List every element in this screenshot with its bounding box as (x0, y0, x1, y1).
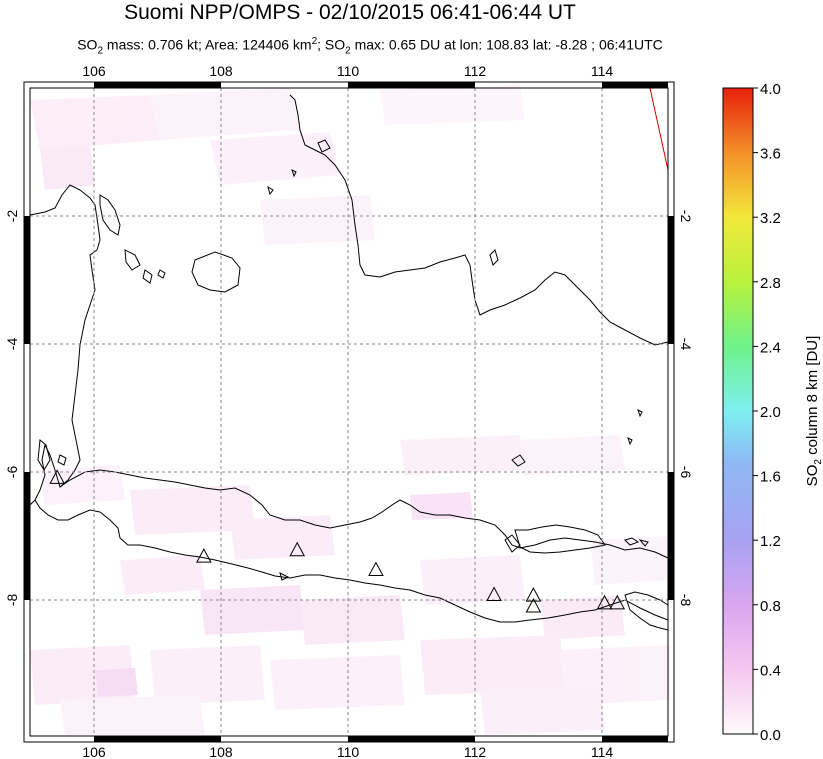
coastlines (29, 94, 669, 631)
volcano-icon (596, 594, 613, 610)
colorbar-tick-label: 3.2 (760, 210, 781, 227)
volcano-icon (289, 541, 306, 557)
boundary-line (649, 87, 669, 171)
lat-label-left: -6 (4, 466, 20, 479)
map-frame (23, 81, 675, 743)
colorbar-tick-label: 2.0 (760, 404, 781, 421)
colorbar-tick-label: 0.8 (760, 598, 781, 615)
lon-label-top: 114 (591, 63, 614, 79)
volcano-icon (609, 594, 626, 610)
volcano-icon (196, 548, 212, 563)
colorbar-tick-label: 1.6 (760, 469, 781, 486)
colorbar-tick-label: 0.0 (760, 727, 781, 744)
madura-coast (514, 524, 606, 554)
colorbar-tick-label: 1.2 (760, 533, 781, 550)
volcano-icon (368, 561, 384, 577)
map-subtitle: SO2 mass: 0.706 kt; Area: 124406 km2; SO… (77, 36, 663, 57)
colorbar-tick-label: 2.8 (760, 275, 781, 292)
colorbar-ticks (753, 87, 758, 735)
lon-label-bottom: 106 (82, 744, 106, 759)
volcano-markers (49, 469, 626, 613)
colorbar-tick-label: 2.4 (760, 339, 781, 356)
lon-label-top: 108 (209, 63, 233, 79)
belitung-coast (191, 251, 241, 293)
gridlines (30, 88, 668, 736)
lat-label-right: -8 (678, 594, 694, 607)
lat-label-right: -2 (678, 210, 694, 223)
lon-label-top: 110 (337, 63, 360, 79)
lat-label-left: -8 (4, 594, 20, 607)
lat-label-left: -4 (4, 338, 20, 351)
lon-label-bottom: 112 (464, 744, 487, 759)
colorbar (722, 87, 754, 735)
lat-label-left: -2 (4, 210, 20, 223)
bangka-coast (99, 194, 121, 236)
volcano-icon (525, 597, 542, 613)
lon-label-bottom: 108 (209, 744, 233, 759)
colorbar-tick-label: 0.4 (760, 662, 781, 679)
lat-label-right: -4 (678, 338, 694, 351)
lon-label-top: 106 (82, 63, 106, 79)
colorbar-tick-label: 4.0 (760, 81, 781, 98)
lon-label-bottom: 114 (591, 744, 614, 759)
lon-label-top: 112 (464, 63, 487, 79)
lon-label-bottom: 110 (337, 744, 360, 759)
volcano-icon (49, 469, 66, 484)
lat-label-right: -6 (678, 466, 694, 479)
java-coast (34, 469, 669, 623)
colorbar-tick-label: 3.6 (760, 146, 781, 163)
map-title: Suomi NPP/OMPS - 02/10/2015 06:41-06:44 … (124, 1, 576, 24)
colorbar-label: SO2 column 8 km [DU] (804, 336, 823, 487)
volcano-icon (486, 586, 502, 602)
volcano-icon (525, 587, 542, 602)
so2-field (30, 85, 670, 735)
borneo-coast (289, 94, 669, 346)
